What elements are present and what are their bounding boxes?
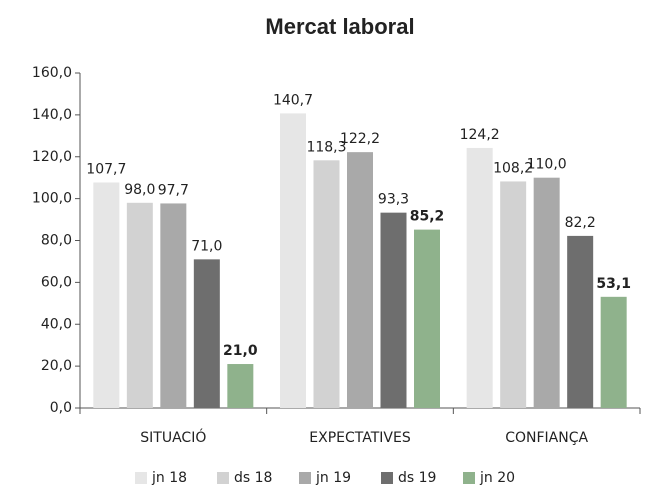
y-tick-label: 100,0 — [32, 191, 72, 207]
y-tick-label: 0,0 — [50, 400, 72, 416]
y-tick-label: 80,0 — [41, 233, 72, 249]
y-tick-label: 60,0 — [41, 274, 72, 290]
value-label: 118,3 — [306, 139, 346, 155]
value-label: 21,0 — [223, 343, 258, 359]
value-label: 110,0 — [527, 157, 567, 173]
x-tick-label: EXPECTATIVES — [309, 430, 411, 446]
y-tick-label: 40,0 — [41, 316, 72, 332]
legend-swatch — [463, 472, 475, 484]
value-label: 140,7 — [273, 92, 313, 108]
value-label: 98,0 — [124, 182, 155, 198]
legend-label: jn 20 — [479, 470, 515, 486]
y-tick-label: 140,0 — [32, 107, 72, 123]
bar — [500, 181, 527, 408]
x-tick-label: CONFIANÇA — [505, 430, 588, 446]
bar — [160, 203, 187, 408]
bar — [414, 229, 440, 408]
bar — [227, 364, 254, 408]
bar — [567, 235, 594, 408]
chart-title: Mercat laboral — [265, 14, 414, 39]
value-label: 108,2 — [493, 160, 533, 176]
value-label: 53,1 — [596, 276, 631, 292]
legend-swatch — [299, 472, 311, 484]
y-tick-label: 20,0 — [41, 358, 72, 374]
value-label: 71,0 — [191, 238, 222, 254]
value-label: 85,2 — [410, 209, 445, 225]
legend-swatch — [135, 472, 147, 484]
bar — [533, 177, 560, 408]
value-label: 124,2 — [460, 127, 500, 143]
bar — [347, 152, 373, 408]
value-label: 93,3 — [378, 192, 409, 208]
bar — [380, 212, 407, 408]
y-tick-label: 120,0 — [32, 149, 72, 165]
y-tick-label: 160,0 — [32, 65, 72, 81]
legend-swatch — [217, 472, 229, 484]
value-label: 97,7 — [158, 182, 189, 198]
value-label: 122,2 — [340, 131, 380, 147]
value-label: 82,2 — [565, 215, 596, 231]
x-tick-label: SITUACIÓ — [140, 428, 206, 446]
legend-label: jn 18 — [151, 470, 187, 486]
value-label: 107,7 — [86, 162, 126, 178]
bar — [600, 296, 627, 408]
bar — [466, 147, 493, 409]
legend-label: ds 19 — [398, 470, 436, 486]
legend-label: ds 18 — [234, 470, 272, 486]
bar — [313, 160, 340, 408]
bar — [193, 259, 220, 408]
legend-swatch — [381, 472, 393, 484]
legend-label: jn 19 — [315, 470, 351, 486]
bar — [93, 182, 120, 408]
bar — [280, 113, 306, 409]
bar — [126, 202, 153, 408]
